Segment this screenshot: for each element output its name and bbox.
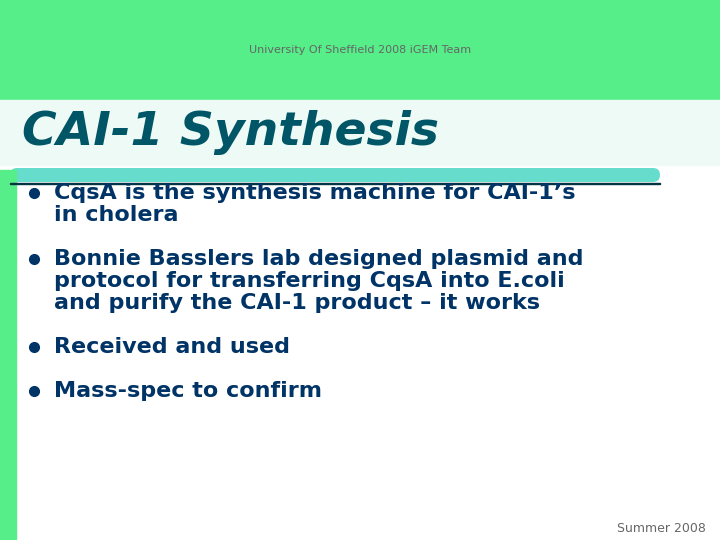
FancyBboxPatch shape [10,168,660,182]
Text: Bonnie Basslers lab designed plasmid and: Bonnie Basslers lab designed plasmid and [54,249,583,269]
Text: University Of Sheffield 2008 iGEM Team: University Of Sheffield 2008 iGEM Team [249,45,471,55]
Bar [10,183,660,184]
Text: CqsA is the synthesis machine for CAI-1’s: CqsA is the synthesis machine for CAI-1’… [54,183,575,203]
Text: Received and used: Received and used [54,337,290,357]
Text: protocol for transferring CqsA into E.coli: protocol for transferring CqsA into E.co… [54,271,564,291]
Bar [0,100,720,165]
Text: and purify the CAI-1 product – it works: and purify the CAI-1 product – it works [54,293,540,313]
Bar [0,0,720,100]
Text: Mass-spec to confirm: Mass-spec to confirm [54,381,322,401]
Text: CAI-1 Synthesis: CAI-1 Synthesis [22,110,439,155]
Text: Summer 2008: Summer 2008 [617,522,706,535]
Text: in cholera: in cholera [54,205,179,225]
Bar [0,170,16,540]
